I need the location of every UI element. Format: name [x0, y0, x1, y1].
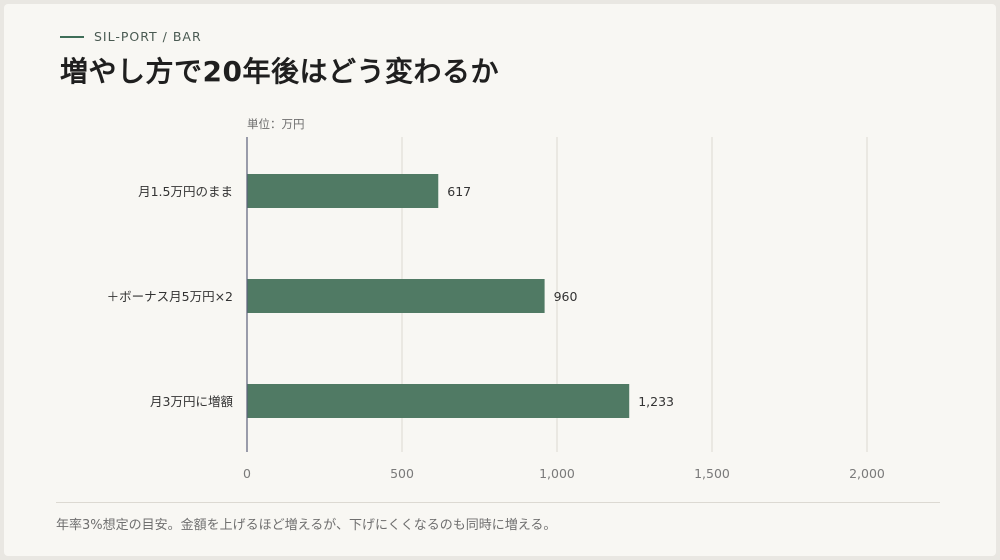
bar-value-label: 1,233 [638, 394, 674, 409]
bar-value-label: 617 [447, 184, 471, 199]
unit-label: 単位：万円 [247, 117, 305, 131]
bar-2 [247, 279, 545, 313]
x-tick-label: 2,000 [849, 466, 885, 481]
footer-divider [56, 502, 940, 503]
kicker: SIL-PORT / BAR [60, 29, 202, 44]
bar-1 [247, 174, 439, 208]
x-tick-label: 1,000 [539, 466, 575, 481]
kicker-text: SIL-PORT / BAR [94, 29, 202, 44]
x-tick-label: 500 [390, 466, 414, 481]
x-tick-label: 1,500 [694, 466, 730, 481]
category-label: ＋ボーナス月5万円×2 [107, 289, 233, 304]
footnote: 年率3%想定の目安。金額を上げるほど増えるが、下げにくくなるのも同時に増える。 [56, 518, 557, 533]
category-label: 月1.5万円のまま [138, 184, 233, 199]
category-label: 月3万円に増額 [150, 394, 233, 409]
kicker-rule [60, 35, 84, 38]
x-tick-label: 0 [243, 466, 251, 481]
bar-3 [247, 384, 630, 418]
page-title: 増やし方で20年後はどう変わるか [60, 55, 499, 88]
bar-value-label: 960 [554, 289, 578, 304]
